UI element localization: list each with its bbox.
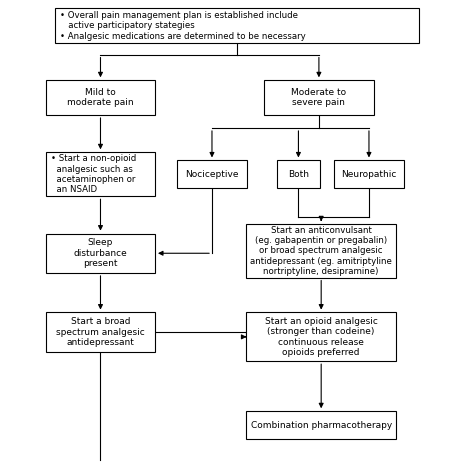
Text: Neuropathic: Neuropathic	[341, 170, 397, 179]
FancyBboxPatch shape	[246, 411, 396, 439]
Text: Mild to
moderate pain: Mild to moderate pain	[67, 88, 134, 107]
FancyBboxPatch shape	[264, 80, 374, 115]
FancyBboxPatch shape	[55, 8, 419, 43]
FancyBboxPatch shape	[46, 312, 155, 352]
FancyBboxPatch shape	[334, 160, 404, 188]
FancyBboxPatch shape	[246, 312, 396, 361]
Text: • Overall pain management plan is established include
   active participatory st: • Overall pain management plan is establ…	[61, 11, 306, 41]
Text: Start an anticonvulsant
(eg. gabapentin or pregabalin)
or broad spectrum analges: Start an anticonvulsant (eg. gabapentin …	[250, 226, 392, 276]
Text: Start an opioid analgesic
(stronger than codeine)
continuous release
opioids pre: Start an opioid analgesic (stronger than…	[265, 317, 378, 357]
Text: Both: Both	[288, 170, 309, 179]
Text: Start a broad
spectrum analgesic
antidepressant: Start a broad spectrum analgesic antidep…	[56, 317, 145, 347]
FancyBboxPatch shape	[46, 152, 155, 196]
Text: Moderate to
severe pain: Moderate to severe pain	[292, 88, 346, 107]
FancyBboxPatch shape	[246, 224, 396, 278]
Text: Nociceptive: Nociceptive	[185, 170, 239, 179]
Text: Combination pharmacotherapy: Combination pharmacotherapy	[251, 420, 392, 429]
Text: Sleep
disturbance
present: Sleep disturbance present	[73, 238, 128, 268]
FancyBboxPatch shape	[277, 160, 320, 188]
FancyBboxPatch shape	[46, 80, 155, 115]
FancyBboxPatch shape	[46, 234, 155, 273]
FancyBboxPatch shape	[177, 160, 247, 188]
Text: • Start a non-opioid
  analgesic such as
  acetaminophen or
  an NSAID: • Start a non-opioid analgesic such as a…	[51, 154, 137, 194]
